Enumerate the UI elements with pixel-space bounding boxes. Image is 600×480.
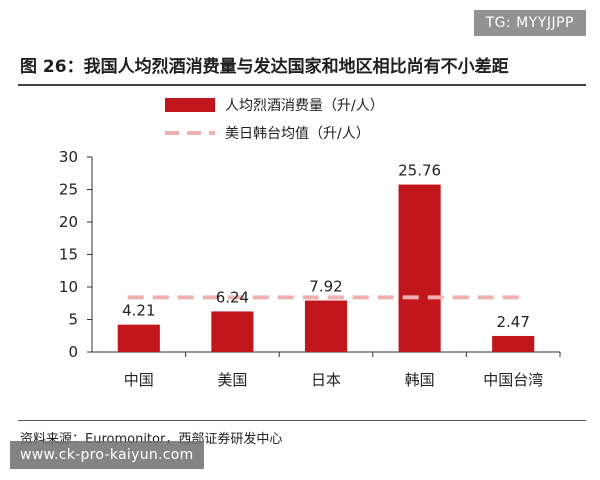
chart-bars [117,184,535,352]
source-divider [18,420,586,421]
bar [304,300,348,352]
title-divider [18,84,586,86]
x-category-label: 中国 [124,371,154,389]
bar [117,324,160,352]
chart-legend: 人均烈酒消费量（升/人） 美日韩台均值（升/人） [165,98,384,142]
y-tick-label: 5 [68,311,78,329]
chart-labels: 4.21 中国 6.24 美国 7.92 日本 25.76 韩国 2.47 中国台湾 [122,162,543,389]
bar [492,335,535,352]
bar-value-label: 6.24 [216,288,249,306]
y-tick-label: 25 [59,181,78,199]
bar-value-label: 4.21 [122,302,155,320]
y-tick-label: 30 [59,148,78,166]
x-category-label: 韩国 [405,371,435,389]
y-tick-label: 0 [68,343,78,361]
legend-label-avg: 美日韩台均值（升/人） [225,126,370,142]
bar [211,311,254,352]
legend-label-bar: 人均烈酒消费量（升/人） [225,98,384,114]
chart-axes: 0 5 10 15 20 25 30 [59,148,561,361]
watermark-bottom: www.ck-pro-kaiyun.com [10,441,204,469]
figure-title: 图 26：我国人均烈酒消费量与发达国家和地区相比尚有不小差距 [20,57,509,77]
bar-value-label: 7.92 [309,278,342,296]
x-category-label: 中国台湾 [483,371,543,389]
bar-value-label: 25.76 [398,162,441,180]
legend-swatch-bar [165,98,215,112]
bar-value-label: 2.47 [496,313,529,331]
y-tick-label: 10 [59,278,78,296]
x-category-label: 日本 [311,371,341,389]
bar-chart: 人均烈酒消费量（升/人） 美日韩台均值（升/人） 0 5 10 15 20 25 30 4.… [59,98,561,389]
watermark-top: TG: MYYJJPP [473,10,586,36]
bar [398,184,441,352]
y-tick-label: 20 [59,213,78,231]
x-category-label: 美国 [217,371,247,389]
y-tick-label: 15 [59,246,78,264]
